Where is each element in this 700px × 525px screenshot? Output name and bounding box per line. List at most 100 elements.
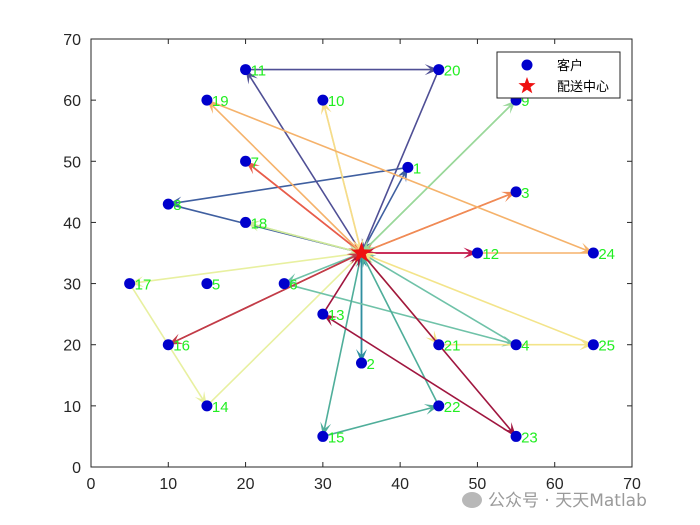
- x-tick-label: 20: [237, 476, 255, 493]
- customer-point: [433, 64, 445, 76]
- x-tick-label: 0: [87, 476, 96, 493]
- x-tick-label: 40: [391, 476, 409, 493]
- customer-point: [433, 400, 445, 412]
- depot-star: [351, 242, 372, 262]
- customer-point: [162, 198, 174, 210]
- customer-point: [278, 278, 290, 290]
- watermark: 公众号 · 天天Matlab: [462, 486, 647, 511]
- route-14-segment: [322, 252, 363, 437]
- route-3-arrowhead: [424, 64, 439, 76]
- customer-label: 6: [289, 277, 297, 294]
- route-15-arrowhead: [579, 339, 594, 351]
- customer-point: [356, 357, 367, 369]
- route-3-segment: [244, 69, 363, 254]
- route-8-segment: [206, 99, 363, 254]
- route-1-segment: [168, 166, 408, 205]
- route-8-segment: [206, 99, 594, 254]
- legend-customer-label: 客户: [557, 58, 583, 74]
- customer-point: [201, 94, 213, 106]
- customer-label: 18: [251, 215, 268, 232]
- customer-label: 1: [413, 160, 421, 177]
- customer-point: [510, 186, 522, 198]
- customer-point: [162, 339, 174, 351]
- customer-label: 16: [173, 338, 190, 355]
- customer-label: 13: [328, 307, 345, 324]
- customer-point: [587, 247, 599, 259]
- wechat-icon: [462, 492, 482, 508]
- x-tick-label: 30: [314, 476, 332, 493]
- route-12-segment: [284, 282, 517, 346]
- route-5-segment: [360, 99, 517, 254]
- route-14-segment: [322, 405, 439, 438]
- customer-point: [402, 161, 414, 173]
- y-tick-label: 70: [63, 32, 81, 49]
- customer-point: [240, 64, 252, 76]
- customer-label: 10: [328, 93, 345, 110]
- y-tick-label: 50: [63, 154, 81, 171]
- axes: 0 10 20 30 40 50 60 70 0 10 20 30 40 50 60 70: [63, 32, 641, 493]
- route-11-segment: [129, 252, 362, 285]
- customer-label: 2: [367, 356, 375, 373]
- customer-label: 8: [173, 197, 181, 214]
- route-6-segment: [245, 160, 362, 254]
- customer-point: [510, 339, 522, 351]
- customer-label: 21: [444, 338, 461, 355]
- customer-label: 22: [444, 399, 461, 416]
- customer-label: 11: [251, 63, 267, 80]
- y-tick-label: 60: [63, 93, 81, 110]
- legend-depot-marker: [518, 77, 536, 94]
- legend-box: [496, 51, 621, 99]
- y-tick-label: 0: [72, 460, 81, 477]
- customer-label: 19: [212, 93, 229, 110]
- customer-label: 17: [135, 277, 152, 294]
- y-tick-label: 10: [63, 399, 81, 416]
- route-12-segment: [361, 252, 517, 346]
- customer-label: 20: [444, 63, 461, 80]
- customer-point: [317, 94, 329, 106]
- route-4-segment: [361, 191, 517, 254]
- x-tick-label: 50: [469, 476, 487, 493]
- route-7-segment: [322, 99, 363, 254]
- customer-label: 9: [521, 93, 529, 110]
- watermark-text: 公众号 · 天天Matlab: [488, 491, 647, 511]
- plot-frame: [90, 38, 633, 468]
- customer-point: [240, 155, 252, 167]
- route-16-segment: [322, 313, 517, 438]
- route-16-segment: [322, 252, 363, 315]
- y-tick-label: 40: [63, 215, 81, 232]
- customer-label: 15: [328, 429, 345, 446]
- customer-point: [587, 339, 599, 351]
- legend-customer-marker: [521, 59, 533, 71]
- customer-label: 23: [521, 429, 538, 446]
- legend-depot-label: 配送中心: [557, 80, 609, 95]
- customer-label: 24: [598, 246, 615, 263]
- route-11-segment: [206, 252, 363, 407]
- customer-label: 25: [598, 338, 615, 355]
- route-14-segment: [360, 252, 440, 407]
- route-12-segment: [283, 252, 362, 285]
- customer-point: [201, 400, 213, 412]
- y-tick-label: 20: [63, 338, 81, 355]
- route-13-segment: [167, 252, 362, 346]
- customer-label: 14: [212, 399, 229, 416]
- y-tick-label: 30: [63, 277, 81, 294]
- customer-point: [124, 278, 136, 290]
- customer-label: 5: [212, 277, 220, 294]
- x-tick-label: 70: [623, 476, 641, 493]
- customer-point: [433, 339, 445, 351]
- customer-label: 3: [521, 185, 529, 202]
- customer-label: 12: [482, 246, 499, 263]
- customer-point: [471, 247, 483, 259]
- customer-point: [201, 278, 213, 290]
- route-1-segment: [360, 167, 409, 254]
- route-3-segment: [360, 69, 440, 254]
- route-15-segment: [361, 252, 594, 346]
- x-tick-label: 10: [159, 476, 177, 493]
- x-tick-label: 60: [546, 476, 564, 493]
- customer-point: [317, 308, 329, 320]
- customer-point: [317, 430, 329, 442]
- customer-point: [240, 216, 252, 228]
